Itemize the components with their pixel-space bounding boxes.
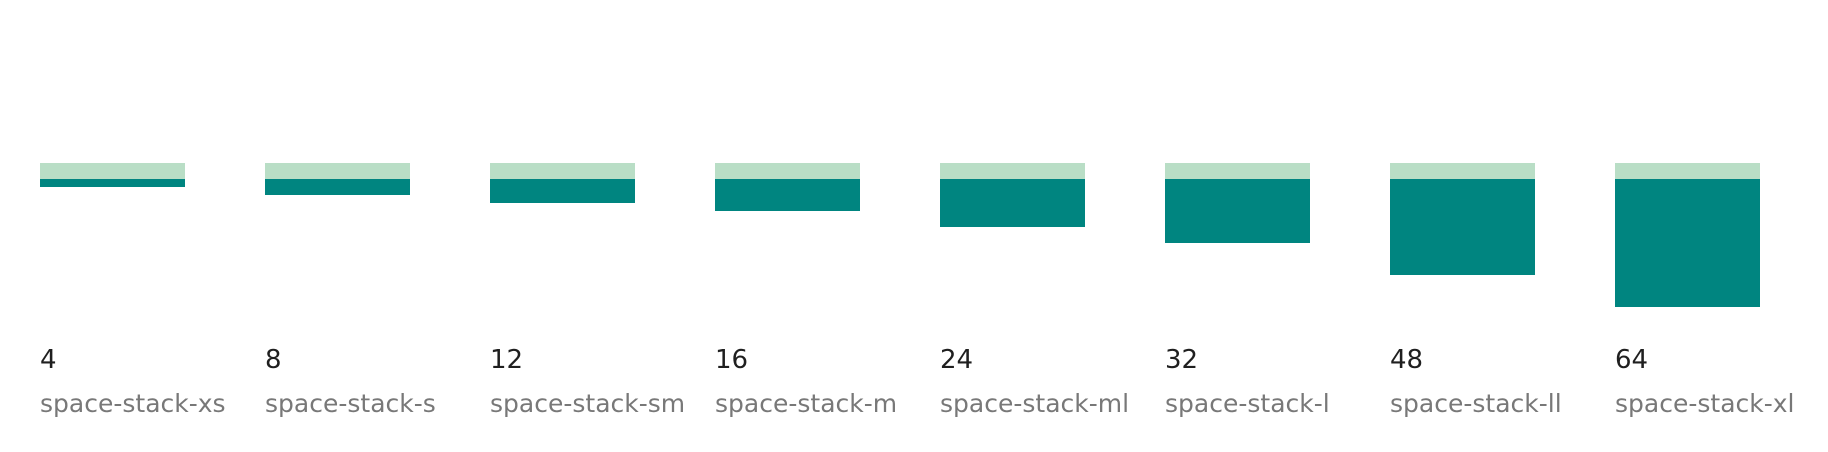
token-space-stack-s: 8 space-stack-s — [265, 163, 436, 423]
top-band-swatch — [940, 163, 1085, 179]
top-band-swatch — [265, 163, 410, 179]
token-space-stack-ml: 24 space-stack-ml — [940, 163, 1129, 423]
space-fill-swatch — [1165, 179, 1310, 243]
space-fill-swatch — [1390, 179, 1535, 275]
space-fill-swatch — [715, 179, 860, 211]
top-band-swatch — [1390, 163, 1535, 179]
token-value: 24 — [940, 345, 974, 375]
token-value: 8 — [265, 345, 282, 375]
space-fill-swatch — [1615, 179, 1760, 307]
space-fill-swatch — [490, 179, 635, 203]
token-name: space-stack-m — [715, 389, 898, 418]
token-value: 48 — [1390, 345, 1424, 375]
token-value: 64 — [1615, 345, 1649, 375]
token-value: 12 — [490, 345, 524, 375]
token-name: space-stack-s — [265, 389, 436, 418]
top-band-swatch — [1165, 163, 1310, 179]
token-value: 4 — [40, 345, 57, 375]
token-name: space-stack-ml — [940, 389, 1130, 418]
token-space-stack-sm: 12 space-stack-sm — [490, 163, 685, 423]
token-space-stack-l: 32 space-stack-l — [1165, 163, 1330, 423]
space-fill-swatch — [940, 179, 1085, 227]
token-value: 16 — [715, 345, 749, 375]
top-band-swatch — [40, 163, 185, 179]
token-name: space-stack-ll — [1390, 389, 1562, 418]
space-fill-swatch — [265, 179, 410, 195]
top-band-swatch — [715, 163, 860, 179]
token-space-stack-ll: 48 space-stack-ll — [1390, 163, 1562, 423]
token-name: space-stack-xs — [40, 389, 226, 418]
token-space-stack-xl: 64 space-stack-xl — [1615, 163, 1795, 423]
token-value: 32 — [1165, 345, 1199, 375]
token-name: space-stack-sm — [490, 389, 686, 418]
space-fill-swatch — [40, 179, 185, 187]
space-stack-token-list: 4 space-stack-xs 8 space-stack-s 12 spac… — [40, 163, 1795, 423]
token-space-stack-xs: 4 space-stack-xs — [40, 163, 226, 423]
token-space-stack-m: 16 space-stack-m — [715, 163, 897, 423]
token-name: space-stack-l — [1165, 389, 1330, 418]
token-name: space-stack-xl — [1615, 389, 1795, 418]
top-band-swatch — [1615, 163, 1760, 179]
top-band-swatch — [490, 163, 635, 179]
